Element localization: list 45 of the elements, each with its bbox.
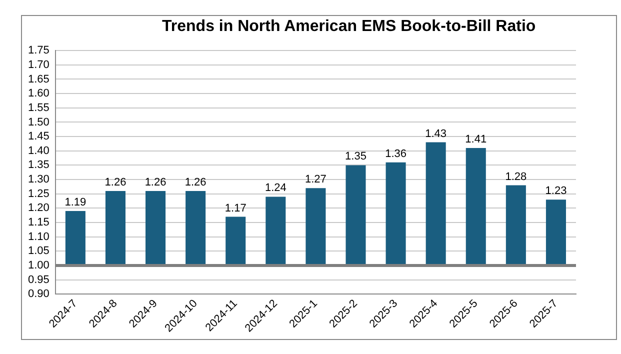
y-tick-label: 1.45 [28,130,50,143]
bar [346,165,366,266]
y-tick-label: 1.05 [28,245,50,258]
y-tick-label: 1.70 [28,58,50,71]
y-tick-label: 1.60 [28,88,50,100]
bar [226,216,246,266]
data-label: 1.26 [104,176,126,189]
y-tick-label: 0.90 [28,288,50,300]
bar [306,188,326,266]
y-tick-label: 1.20 [28,202,50,214]
y-tick-label: 1.35 [28,159,50,172]
y-tick-label: 1.40 [28,144,50,157]
data-label: 1.17 [224,202,246,214]
bar [466,148,486,266]
bar [65,211,86,266]
y-tick-label: 1.30 [28,174,50,186]
bar [386,162,406,266]
data-label: 1.43 [425,128,447,140]
bar [506,185,526,266]
y-tick-label: 1.65 [28,73,50,86]
bar [146,190,166,266]
data-label: 1.26 [144,176,166,189]
y-tick-label: 1.25 [28,188,50,200]
y-tick-label: 1.10 [28,230,50,243]
data-label: 1.28 [505,170,527,183]
y-tick-label: 0.95 [28,274,50,286]
y-tick-label: 1.00 [28,260,50,272]
bar [546,200,566,266]
data-label: 1.19 [64,196,86,209]
data-label: 1.27 [304,174,326,186]
data-label: 1.36 [385,148,407,160]
bar [426,142,446,266]
bar [105,190,126,266]
bar [266,196,286,266]
data-label: 1.35 [345,150,366,163]
y-tick-label: 1.75 [28,44,50,57]
y-tick-label: 1.15 [28,216,50,229]
data-label: 1.41 [465,134,487,146]
data-label: 1.23 [545,185,567,198]
data-label: 1.24 [264,182,286,194]
y-tick-label: 1.55 [28,102,50,114]
y-tick-label: 1.50 [28,116,50,128]
bar [186,190,206,266]
data-label: 1.26 [184,176,206,189]
chart-title: Trends in North American EMS Book-to-Bill Ratio [162,18,536,36]
